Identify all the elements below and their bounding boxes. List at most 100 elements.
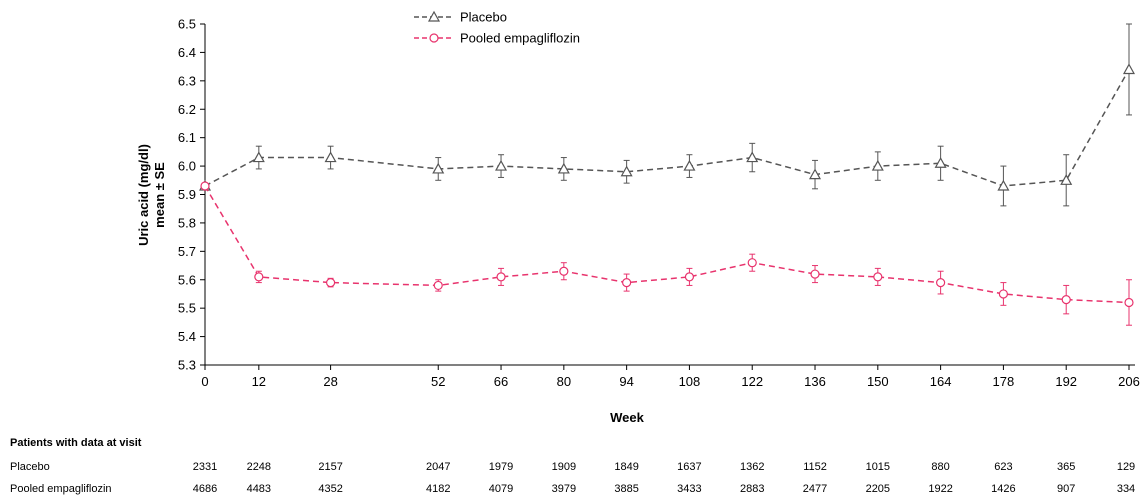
x-tick-label: 12 [252, 374, 266, 389]
y-tick-label: 6.2 [178, 102, 196, 117]
x-tick-label: 80 [557, 374, 571, 389]
data-point [683, 159, 696, 171]
data-point [997, 179, 1010, 191]
data-point [684, 272, 695, 282]
data-point [1060, 174, 1073, 185]
table-cell: 1362 [739, 461, 765, 473]
data-point [200, 181, 210, 191]
series-layer [198, 23, 1136, 326]
table-cell: 2331 [192, 461, 218, 473]
y-tick-label: 5.6 [178, 272, 196, 287]
table-cell: 3979 [551, 483, 577, 495]
table-cell: 2047 [425, 461, 451, 473]
patients-table-header: Patients with data at visit [10, 437, 142, 449]
table-cell: 1152 [803, 461, 827, 473]
table-cell: 880 [931, 461, 950, 473]
data-point [557, 162, 570, 174]
data-point [254, 272, 264, 282]
table-cell: 4483 [246, 483, 272, 495]
data-point [622, 277, 632, 288]
legend-marker [429, 33, 439, 43]
data-point [746, 151, 759, 163]
data-point [871, 159, 884, 171]
data-point [432, 162, 445, 174]
data-point [495, 159, 508, 171]
series-1 [200, 181, 1134, 326]
table-cell: 4079 [488, 483, 514, 495]
axes: 5.3 5.4 5.5 5.6 5.7 5.8 5.9 6.0 6.1 6.2 6.3 6.4 6.5 0… [178, 17, 1140, 390]
table-cell: 334 [1116, 483, 1136, 495]
table-cell: 2883 [739, 483, 765, 495]
table-row-label-placebo: Placebo [10, 461, 50, 473]
data-point [324, 151, 337, 163]
table-cell: 1426 [991, 483, 1016, 495]
legend-label: Placebo [460, 10, 507, 25]
x-tick-label: 66 [494, 374, 508, 389]
legend-marker [427, 10, 441, 22]
table-cell: 1922 [928, 483, 953, 495]
table-cell: 2157 [318, 461, 343, 473]
series-0 [198, 23, 1136, 207]
data-point [747, 258, 757, 268]
data-point [998, 289, 1009, 299]
data-point [325, 277, 336, 288]
table-cell: 4686 [192, 483, 218, 495]
y-tick-label: 5.5 [178, 301, 196, 316]
y-tick-label: 5.8 [178, 215, 196, 230]
table-cell: 1979 [488, 461, 514, 473]
y-tick-label: 5.9 [178, 187, 196, 202]
data-point [936, 277, 946, 288]
x-axis-title: Week [610, 410, 644, 425]
x-tick-label: 108 [679, 374, 701, 389]
x-tick-label: 94 [619, 374, 633, 389]
x-tick-label: 28 [323, 374, 337, 389]
data-point [559, 266, 569, 276]
table-row-label-empagliflozin: Pooled empagliflozin [10, 483, 112, 495]
table-cell: 4352 [318, 483, 343, 495]
table-cell: 3433 [677, 483, 702, 495]
data-point [433, 280, 443, 291]
data-point [1124, 297, 1134, 308]
table-cell: 129 [1116, 461, 1136, 473]
table-cell: 2248 [246, 461, 272, 473]
x-tick-label: 206 [1118, 374, 1140, 389]
table-cell: 2477 [802, 483, 828, 495]
y-tick-label: 6.3 [178, 73, 196, 88]
series-line [204, 69, 1130, 187]
table-cell: 1849 [614, 461, 639, 473]
x-tick-label: 178 [993, 374, 1015, 389]
data-point [808, 168, 822, 180]
x-tick-label: 122 [741, 374, 763, 389]
y-tick-label: 5.4 [178, 329, 196, 344]
table-cell: 3885 [614, 483, 639, 495]
y-tick-label: 5.7 [178, 244, 196, 259]
table-cell: 365 [1057, 461, 1076, 473]
data-point [1061, 295, 1071, 305]
table-cell: 907 [1057, 483, 1076, 495]
legend-label: Pooled empagliflozin [460, 31, 580, 46]
x-tick-label: 52 [431, 374, 445, 389]
series-line [204, 185, 1130, 304]
data-point [620, 165, 633, 177]
table-cell: 1909 [551, 461, 577, 473]
table-cell: 1637 [677, 461, 702, 473]
data-point [252, 151, 265, 163]
x-tick-label: 192 [1055, 374, 1077, 389]
data-point [873, 272, 883, 282]
legend: Placebo Pooled empagliflozin [414, 10, 580, 46]
data-point [496, 272, 506, 282]
data-point [1122, 63, 1136, 75]
table-cell: 1015 [865, 461, 891, 473]
y-tick-label: 6.1 [178, 130, 196, 145]
x-tick-label: 150 [867, 374, 889, 389]
y-tick-label: 6.5 [178, 17, 196, 32]
x-tick-label: 164 [930, 374, 952, 389]
y-tick-label: 5.3 [178, 358, 196, 373]
data-point [810, 269, 820, 279]
y-axis-title-line2: mean ± SE [152, 162, 167, 228]
x-tick-label: 136 [804, 374, 826, 389]
data-point [934, 157, 947, 168]
y-axis-title-line1: Uric acid (mg/dl) [136, 144, 151, 246]
y-tick-label: 6.0 [178, 159, 196, 174]
